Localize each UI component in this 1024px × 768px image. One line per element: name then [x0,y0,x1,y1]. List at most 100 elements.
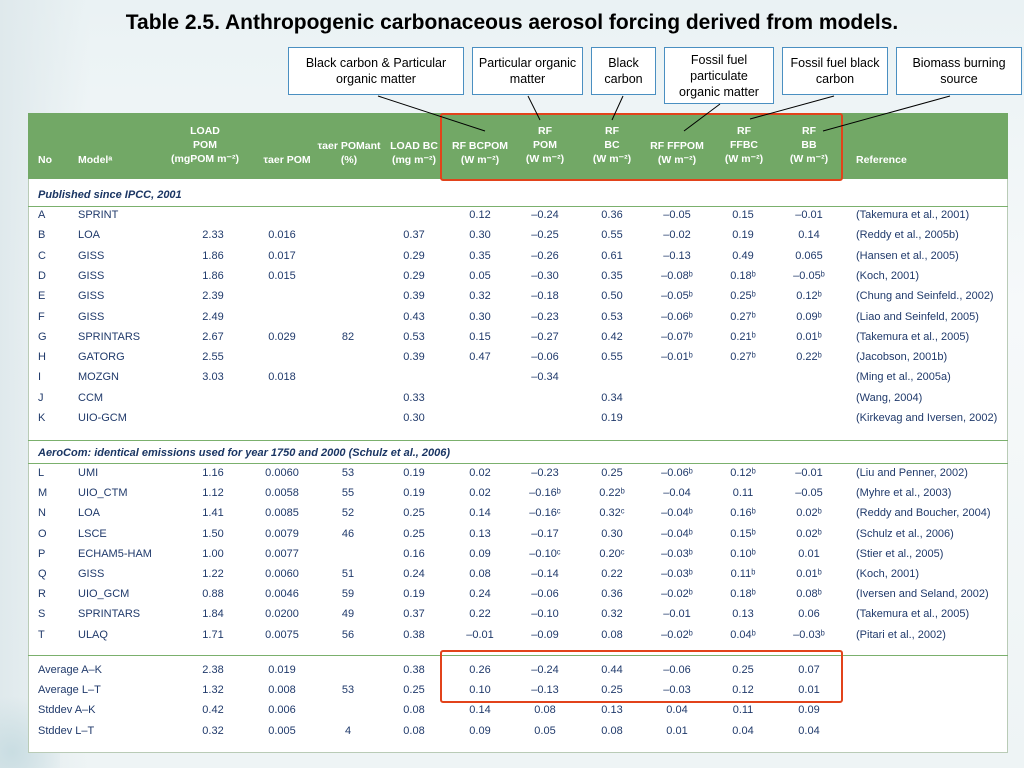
cell-rf-pom: –0.26 [531,249,559,262]
highlight-average-rows [440,650,843,703]
cell-rf-bcpom: 0.09 [469,547,491,560]
cell-rf-bc: 0.55 [601,229,623,242]
cell-rf-pom: –0.10ᶜ [529,547,561,560]
cell-reference: (Takemura et al., 2005) [856,608,970,621]
cell-no: Average A–K [38,664,103,676]
cell-tau-pom: 0.016 [268,229,296,242]
cell-model: UIO_GCM [78,588,130,601]
divider [28,206,1008,207]
cell-rf-bcpom: 0.47 [469,351,491,364]
cell-rf-bcpom: 0.10 [469,684,491,697]
cell-load-bc: 0.25 [403,684,425,697]
header-rf-bcpom: RF BCPOM (W m⁻²) [452,140,508,166]
cell-reference: (Takemura et al., 2001) [856,209,970,221]
cell-rf-bc: 0.32ᶜ [599,507,625,520]
cell-rf-bb: –0.01 [795,467,823,479]
cell-rf-ffbc: 0.15ᵇ [730,527,756,540]
cell-load-bc: 0.19 [403,487,425,500]
cell-reference: (Schulz et al., 2006) [856,527,954,540]
connector-line [611,95,624,121]
cell-rf-pom: –0.17 [531,527,559,540]
cell-reference: (Liu and Penner, 2002) [856,467,968,479]
cell-rf-ffpom: –0.04ᵇ [661,507,693,520]
callout-pom: Particular organic matter [472,47,583,95]
cell-tau-pom: 0.0058 [265,487,299,500]
cell-tau-pom: 0.0079 [265,527,299,540]
cell-rf-ffpom: –0.04ᵇ [661,527,693,540]
cell-rf-bc: 0.50 [601,290,623,303]
cell-load-bc: 0.19 [403,467,425,479]
cell-rf-bb: 0.22ᵇ [796,351,822,364]
cell-rf-pom: –0.09 [531,628,559,641]
cell-rf-ffpom: –0.01ᵇ [661,351,693,364]
cell-rf-pom: 0.05 [534,724,556,737]
cell-tau-pom: 0.005 [268,724,296,737]
cell-rf-bb: 0.02ᵇ [796,527,822,540]
cell-rf-bc: 0.36 [601,588,623,601]
cell-tau-pom: 0.0046 [265,588,299,601]
cell-rf-bc: 0.32 [601,608,623,621]
cell-rf-ffbc: 0.18ᵇ [730,588,756,601]
cell-load-pom: 1.86 [202,269,224,282]
cell-rf-ffpom: –0.04 [663,487,691,500]
cell-rf-bcpom: 0.12 [469,209,491,221]
cell-load-pom: 0.42 [202,704,224,717]
cell-model: GATORG [78,351,125,364]
cell-rf-ffpom: –0.02ᵇ [661,588,693,601]
cell-rf-bc: 0.08 [601,724,623,737]
cell-rf-pom: –0.24 [531,664,559,676]
connector-line [822,95,951,132]
cell-rf-bc: 0.42 [601,330,623,343]
cell-rf-ffbc: 0.11ᵇ [730,568,756,580]
cell-load-pom: 1.86 [202,249,224,262]
cell-load-pom: 1.16 [202,467,224,479]
cell-reference: (Hansen et al., 2005) [856,249,959,262]
cell-load-bc: 0.39 [403,290,425,303]
cell-no: A [38,209,46,221]
cell-tau-pom-ant: 51 [341,568,355,580]
header-tau-pom-ant: τaer POMant (%) [317,140,381,166]
cell-rf-bb: 0.07 [798,664,820,676]
cell-rf-bc: 0.35 [601,269,623,282]
cell-rf-ffbc: 0.21ᵇ [730,330,756,343]
cell-rf-pom: –0.16ᵇ [529,487,561,500]
cell-load-bc: 0.25 [403,507,425,520]
cell-rf-bb: –0.05ᵇ [793,269,825,282]
header-reference: Reference [856,154,907,166]
cell-rf-bc: 0.22ᵇ [599,487,625,500]
cell-load-bc: 0.38 [403,664,425,676]
cell-no: S [38,608,46,621]
cell-load-pom: 1.32 [202,684,224,697]
cell-load-bc: 0.29 [403,269,425,282]
cell-rf-bc: 0.55 [601,351,623,364]
header-tau-pom: τaer POM [263,154,311,166]
cell-rf-bcpom: 0.30 [469,229,491,242]
cell-load-pom: 1.00 [202,547,224,560]
cell-rf-pom: –0.06 [531,351,559,364]
cell-rf-bcpom: 0.30 [469,310,491,323]
cell-rf-bc: 0.19 [601,412,623,424]
cell-reference: (Chung and Seinfeld., 2002) [856,290,994,303]
cell-rf-bb: 0.01ᵇ [796,330,822,343]
header-rf-ffbc: RF FFBC (W m⁻²) [724,125,764,165]
cell-rf-ffpom: –0.03ᵇ [661,568,693,580]
cell-load-pom: 3.03 [202,371,224,384]
cell-load-bc: 0.37 [403,608,425,621]
cell-no: K [38,412,46,424]
cell-rf-pom: –0.23 [531,310,559,323]
cell-rf-ffpom: –0.05ᵇ [661,290,693,303]
cell-rf-pom: –0.27 [531,330,559,343]
cell-load-bc: 0.30 [403,412,425,424]
cell-load-pom: 0.32 [202,724,224,737]
cell-model: LOA [78,507,101,520]
cell-load-bc: 0.38 [403,628,425,641]
cell-rf-bcpom: 0.02 [469,487,491,500]
cell-rf-pom: –0.16ᶜ [529,507,561,520]
cell-rf-bb: 0.08ᵇ [796,588,822,601]
cell-reference: (Pitari et al., 2002) [856,628,946,641]
header-rf-ffpom: RF FFPOM (W m⁻²) [650,140,704,166]
cell-no: C [38,249,46,262]
cell-load-pom: 2.39 [202,290,224,303]
cell-no: L [38,467,45,479]
cell-rf-bcpom: 0.14 [469,507,491,520]
